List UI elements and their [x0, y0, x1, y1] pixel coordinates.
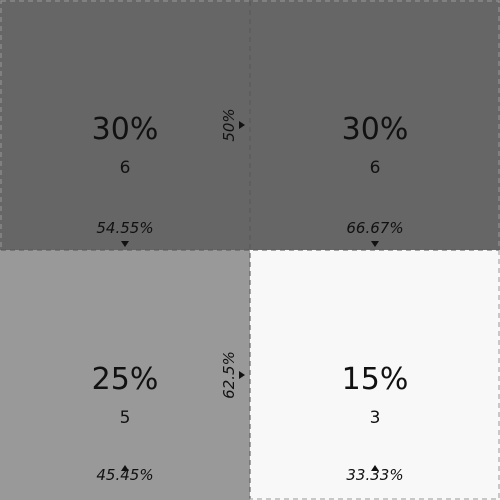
- row-percent-label: 62.5%: [220, 351, 238, 399]
- cell-count: 6: [370, 158, 381, 178]
- cell-percent: 15%: [342, 362, 409, 397]
- cell-percent: 30%: [342, 112, 409, 147]
- cell-count: 5: [120, 408, 131, 428]
- mosaic-cell: [250, 0, 500, 250]
- column-percent-label: 33.33%: [346, 466, 403, 484]
- cell-count: 3: [370, 408, 381, 428]
- column-percent-label: 45.45%: [96, 466, 153, 484]
- column-arrow-marker: [371, 465, 379, 471]
- column-percent-label: 66.67%: [346, 219, 403, 237]
- row-arrow-marker: [239, 371, 245, 379]
- mosaic-cell: [0, 0, 250, 250]
- mosaic-cell: [250, 250, 500, 500]
- cell-percent: 25%: [92, 362, 159, 397]
- row-percent-label: 50%: [220, 108, 238, 141]
- column-arrow-marker: [121, 241, 129, 247]
- column-percent-label: 54.55%: [96, 219, 153, 237]
- column-arrow-marker: [121, 465, 129, 471]
- cell-count: 6: [120, 158, 131, 178]
- row-arrow-marker: [239, 121, 245, 129]
- cell-percent: 30%: [92, 112, 159, 147]
- column-arrow-marker: [371, 241, 379, 247]
- mosaic-cell: [0, 250, 250, 500]
